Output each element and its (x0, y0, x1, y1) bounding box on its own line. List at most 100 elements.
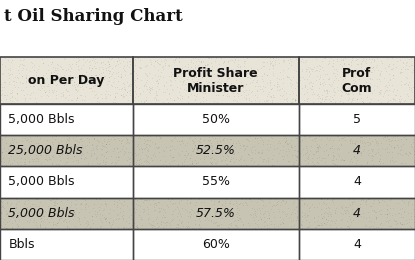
Point (386, 136, 393, 141)
Point (372, 214, 379, 219)
Point (38, 216, 45, 220)
Point (192, 142, 198, 147)
Point (256, 150, 262, 154)
Point (232, 218, 239, 222)
Point (346, 197, 352, 201)
Point (44, 147, 51, 152)
Point (75, 216, 82, 220)
Point (209, 148, 216, 153)
Point (118, 72, 124, 76)
Point (81, 215, 88, 219)
Point (382, 146, 388, 151)
Point (216, 62, 222, 66)
Point (259, 199, 266, 203)
Point (225, 60, 231, 64)
Point (316, 144, 322, 148)
Point (217, 209, 224, 213)
Point (232, 201, 239, 205)
Point (252, 221, 259, 225)
Point (349, 96, 356, 101)
Point (321, 99, 327, 103)
Point (183, 226, 190, 230)
Point (104, 139, 111, 144)
Point (215, 223, 221, 228)
Point (8, 202, 15, 206)
Point (306, 81, 312, 85)
Point (254, 207, 260, 211)
Point (251, 209, 258, 213)
Point (276, 215, 283, 219)
Point (190, 141, 197, 146)
Point (312, 224, 319, 229)
Point (410, 84, 415, 89)
Point (290, 162, 297, 166)
Point (135, 94, 142, 98)
Point (127, 156, 134, 160)
Point (405, 57, 412, 62)
Point (383, 56, 390, 61)
Point (308, 144, 315, 148)
Point (280, 144, 287, 148)
Point (239, 89, 246, 94)
Point (259, 87, 266, 92)
Point (103, 142, 109, 146)
Point (33, 73, 40, 77)
Point (179, 96, 186, 100)
Point (173, 214, 180, 218)
Point (267, 219, 274, 223)
Point (279, 86, 286, 90)
Point (385, 218, 392, 222)
Point (353, 58, 360, 62)
Bar (133, 57, 299, 104)
Point (400, 209, 407, 213)
Point (325, 214, 332, 218)
Point (118, 201, 124, 205)
Point (150, 63, 157, 68)
Point (301, 98, 308, 102)
Point (314, 68, 320, 72)
Point (268, 135, 275, 139)
Bar (299, 104, 415, 135)
Point (296, 151, 303, 155)
Point (234, 218, 241, 222)
Point (267, 61, 274, 65)
Point (127, 93, 134, 98)
Point (205, 139, 212, 144)
Point (96, 208, 103, 212)
Point (198, 211, 205, 215)
Point (135, 162, 142, 166)
Point (373, 164, 379, 168)
Point (134, 142, 141, 147)
Point (199, 90, 205, 95)
Point (349, 200, 356, 204)
Text: 4: 4 (353, 176, 361, 188)
Point (265, 148, 272, 152)
Point (288, 153, 295, 157)
Bar (299, 135, 415, 166)
Point (295, 90, 302, 95)
Point (228, 155, 234, 159)
Point (86, 86, 93, 90)
Point (310, 152, 317, 156)
Point (362, 224, 369, 228)
Point (268, 207, 275, 211)
Point (352, 75, 359, 79)
Point (138, 217, 145, 221)
Point (197, 149, 203, 153)
Point (385, 137, 391, 141)
Point (146, 161, 153, 165)
Point (388, 213, 395, 217)
Point (357, 61, 364, 65)
Point (173, 84, 180, 89)
Point (402, 218, 409, 222)
Point (113, 203, 120, 207)
Point (173, 95, 180, 99)
Point (61, 101, 68, 106)
Point (292, 98, 299, 102)
Point (266, 200, 272, 204)
Point (94, 226, 100, 231)
Point (397, 100, 403, 104)
Point (274, 84, 281, 89)
Point (254, 95, 261, 99)
Point (381, 212, 388, 216)
